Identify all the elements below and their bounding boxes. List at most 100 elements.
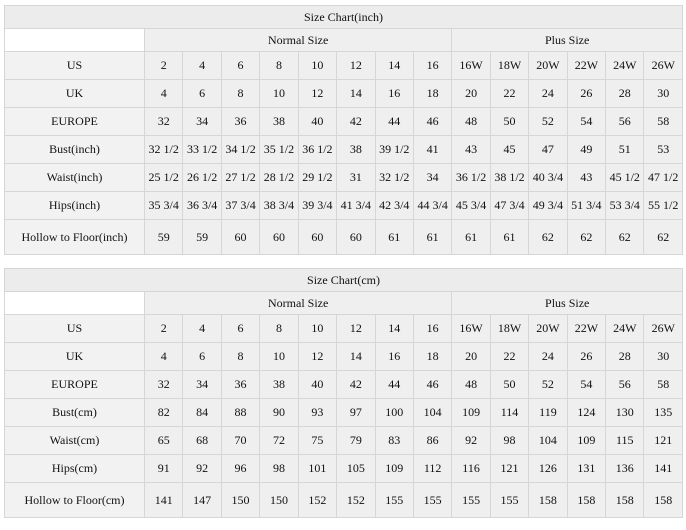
size-cell: 24 [528, 79, 568, 108]
size-cell: 43 [451, 135, 491, 164]
size-cell: 27 1/2 [220, 163, 261, 192]
size-cell: 6 [220, 314, 261, 343]
table-body: Size Chart(cm) Normal Size Plus Size US 2 4 6 8… [3, 268, 684, 518]
size-cell: 39 1/2 [374, 135, 414, 164]
size-cell: 26 [566, 342, 607, 371]
row-label: Hips(cm) [4, 454, 145, 483]
row-label: EUROPE [4, 107, 145, 136]
size-cell: 36 3/4 [182, 191, 222, 220]
size-cell: 33 1/2 [182, 135, 222, 164]
title-row: Size Chart(inch) [4, 5, 683, 29]
size-cell: 26W [643, 51, 683, 80]
size-cell: 62 [528, 219, 568, 255]
size-cell: 51 3/4 [566, 191, 607, 220]
size-cell: 42 [336, 370, 376, 399]
size-cell: 105 [336, 454, 376, 483]
size-cell: 37 3/4 [220, 191, 261, 220]
size-cell: 62 [605, 219, 645, 255]
size-cell: 43 [566, 163, 607, 192]
size-cell: 8 [220, 79, 261, 108]
size-row: UK 4 6 8 10 12 14 16 18 20 22 24 26 28 30 [4, 342, 684, 371]
size-cell: 90 [259, 398, 299, 427]
size-cell: 8 [259, 314, 299, 343]
size-cell: 26 [566, 79, 607, 108]
blank-cell [4, 291, 145, 315]
size-cell: 4 [182, 51, 222, 80]
table-title: Size Chart(cm) [3, 268, 684, 292]
size-cell: 152 [336, 482, 376, 518]
size-cell: 92 [451, 426, 491, 455]
size-cell: 62 [643, 219, 683, 255]
row-label: UK [4, 79, 145, 108]
size-cell: 8 [220, 342, 261, 371]
size-cell: 14 [374, 314, 414, 343]
size-cell: 34 [182, 370, 222, 399]
size-cell: 101 [297, 454, 338, 483]
size-cell: 150 [220, 482, 261, 518]
size-row: US 2 4 6 8 10 12 14 16 16W 18W 20W 22W 24W 26W [4, 51, 683, 80]
size-cell: 10 [297, 314, 338, 343]
size-cell: 40 3/4 [528, 163, 568, 192]
table-title: Size Chart(inch) [4, 5, 683, 29]
size-row: Hips(cm) 91 92 96 98 101 105 109 112 116 121 126 131… [4, 454, 684, 483]
size-cell: 34 [182, 107, 222, 136]
size-cell: 6 [182, 79, 222, 108]
size-cell: 53 3/4 [605, 191, 645, 220]
size-cell: 35 3/4 [143, 191, 184, 220]
size-cell: 60 [297, 219, 338, 255]
size-cell: 47 1/2 [643, 163, 683, 192]
size-cell: 48 [451, 107, 491, 136]
size-cell: 59 [182, 219, 222, 255]
size-row: Bust(cm) 82 84 88 90 93 97 100 104 109 114 119 124 13… [4, 398, 684, 427]
size-cell: 12 [336, 314, 376, 343]
size-cell: 100 [374, 398, 414, 427]
size-cell: 34 1/2 [220, 135, 261, 164]
size-cell: 22W [566, 314, 607, 343]
size-cell: 2 [143, 51, 184, 80]
size-cell: 38 [336, 135, 376, 164]
group-header: Plus Size [451, 28, 683, 52]
size-cell: 16 [412, 51, 453, 80]
size-cell: 14 [374, 51, 414, 80]
size-cell: 18 [412, 342, 453, 371]
size-cell: 12 [297, 79, 338, 108]
size-cell: 36 1/2 [297, 135, 338, 164]
size-row: Hollow to Floor(inch) 59 59 60 60 60 60 61 61 61 6… [4, 219, 683, 255]
size-row: Waist(inch) 25 1/2 26 1/2 27 1/2 28 1/2 29 1/… [4, 163, 683, 192]
size-cell: 14 [336, 342, 376, 371]
size-cell: 26 1/2 [182, 163, 222, 192]
size-cell: 56 [605, 370, 645, 399]
title-row: Size Chart(cm) [3, 268, 684, 292]
size-cell: 26W [643, 314, 684, 343]
size-cell: 53 [643, 135, 683, 164]
size-cell: 35 1/2 [259, 135, 299, 164]
size-row: US 2 4 6 8 10 12 14 16 16W 18W 20W 22W 24W 26W [4, 314, 684, 343]
size-cell: 55 1/2 [643, 191, 683, 220]
size-cell: 42 [336, 107, 376, 136]
size-cell: 155 [374, 482, 414, 518]
size-cell: 32 1/2 [374, 163, 414, 192]
size-cell: 18W [489, 314, 530, 343]
blank-cell [4, 28, 145, 52]
size-cell: 61 [374, 219, 414, 255]
size-cell: 152 [297, 482, 338, 518]
size-cell: 49 3/4 [528, 191, 568, 220]
size-cell: 131 [566, 454, 607, 483]
size-cell: 10 [259, 342, 299, 371]
size-cell: 36 1/2 [451, 163, 491, 192]
row-label: Hips(inch) [4, 191, 145, 220]
size-cell: 141 [143, 482, 184, 518]
size-cell: 29 1/2 [297, 163, 338, 192]
size-cell: 46 [412, 370, 453, 399]
size-row: Hollow to Floor(cm) 141 147 150 150 152 152 155… [4, 482, 684, 518]
size-cell: 136 [605, 454, 645, 483]
size-cell: 135 [643, 398, 684, 427]
size-cell: 60 [220, 219, 261, 255]
size-cell: 65 [143, 426, 184, 455]
row-label: US [4, 314, 145, 343]
size-cell: 25 1/2 [143, 163, 184, 192]
group-header: Normal Size [143, 28, 453, 52]
row-label: Waist(cm) [4, 426, 145, 455]
size-cell: 49 [566, 135, 607, 164]
